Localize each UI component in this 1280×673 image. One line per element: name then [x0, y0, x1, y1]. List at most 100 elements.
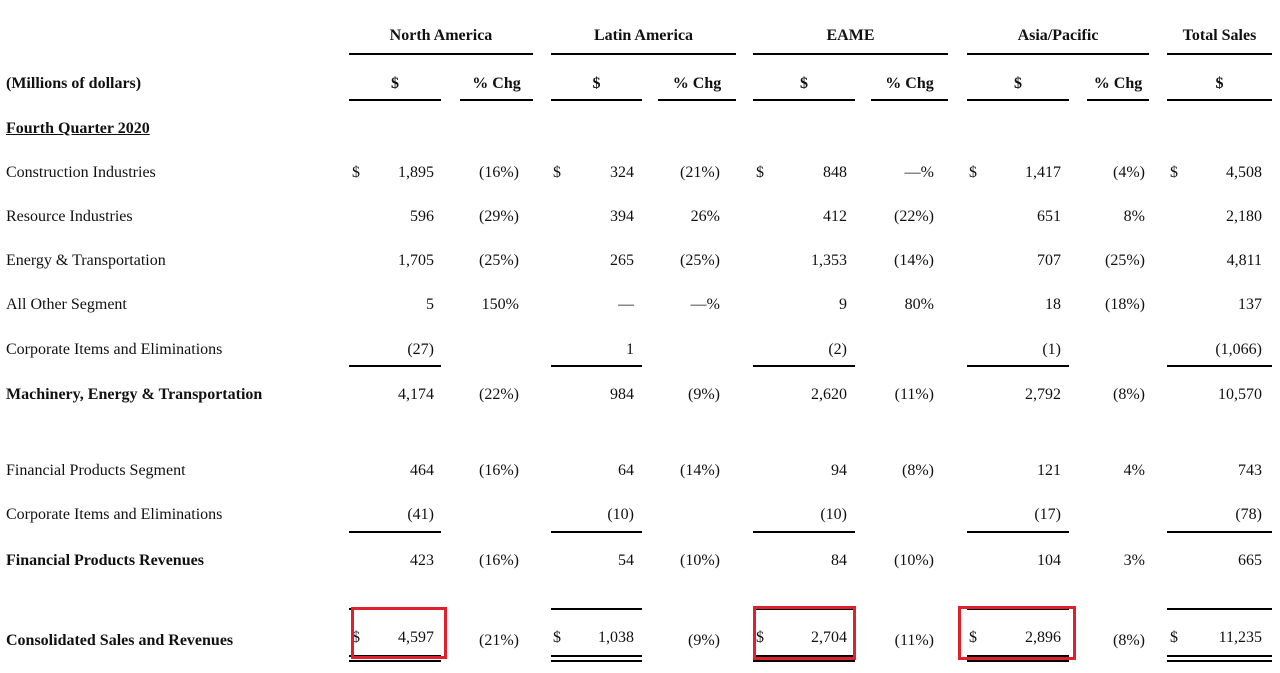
value-cell: (10) — [820, 506, 847, 523]
pct-change-cell: —% — [904, 164, 934, 181]
dollar-subheader: $ — [592, 75, 601, 92]
value-cell: 84 — [831, 552, 847, 569]
dollar-sign: $ — [969, 629, 977, 646]
value-cell: (2) — [828, 341, 847, 358]
subheader-rule — [871, 99, 948, 101]
subheader-rule — [1167, 99, 1272, 101]
value-cell: (78) — [1235, 506, 1262, 523]
value-cell: 64 — [618, 462, 634, 479]
section-label: Fourth Quarter 2020 — [6, 120, 150, 137]
subheader-rule — [551, 99, 642, 101]
dollar-subheader: $ — [800, 75, 808, 92]
value-cell: (10) — [607, 506, 634, 523]
double-rule — [1167, 655, 1272, 657]
row-label: All Other Segment — [6, 296, 127, 313]
double-rule — [349, 660, 441, 662]
subheader-rule — [460, 99, 533, 101]
pct-change-cell: (11%) — [894, 632, 934, 649]
value-cell: 423 — [410, 552, 434, 569]
double-rule — [967, 655, 1069, 657]
row-label: Resource Industries — [6, 208, 133, 225]
dollar-sign: $ — [553, 164, 561, 181]
row-label: Consolidated Sales and Revenues — [6, 632, 234, 649]
pct-change-cell: (16%) — [479, 164, 519, 181]
value-cell: 848 — [823, 164, 847, 181]
double-rule — [753, 655, 855, 657]
dollar-sign: $ — [553, 629, 561, 646]
pct-change-cell: (25%) — [479, 252, 519, 269]
row-label: Financial Products Segment — [6, 462, 186, 479]
subheader-rule — [658, 99, 736, 101]
pct-change-cell: (10%) — [680, 552, 720, 569]
region-header: North America — [389, 27, 493, 44]
value-cell: 9 — [839, 296, 847, 313]
subtotal-rule — [349, 365, 441, 367]
pct-change-cell: (9%) — [688, 632, 720, 649]
value-cell: 1,895 — [398, 164, 434, 181]
pct-change-cell: 26% — [690, 208, 720, 225]
subtotal-rule — [753, 531, 855, 533]
highlight-box — [351, 607, 447, 659]
subtotal-rule — [1167, 531, 1272, 533]
value-cell: (1) — [1042, 341, 1061, 358]
dollar-sign: $ — [352, 629, 360, 646]
pct-change-cell: (8%) — [1113, 632, 1145, 649]
pct-change-cell: (11%) — [894, 386, 934, 403]
pct-change-cell: 8% — [1123, 208, 1145, 225]
value-cell: 743 — [1238, 462, 1262, 479]
region-header-rule — [551, 53, 736, 55]
value-cell: 2,180 — [1226, 208, 1262, 225]
value-cell: (27) — [407, 341, 434, 358]
pct-change-cell: 4% — [1123, 462, 1145, 479]
value-cell: — — [618, 296, 634, 313]
value-cell: 11,235 — [1218, 629, 1262, 646]
pct-change-cell: (25%) — [1105, 252, 1145, 269]
row-label: Construction Industries — [6, 164, 156, 181]
dollar-sign: $ — [756, 629, 764, 646]
value-cell: 2,792 — [1025, 386, 1061, 403]
pct-change-cell: (16%) — [479, 552, 519, 569]
value-cell: 665 — [1238, 552, 1262, 569]
subtotal-rule — [1167, 365, 1272, 367]
double-rule — [551, 660, 642, 662]
value-cell: 4,597 — [398, 629, 434, 646]
value-cell: 651 — [1037, 208, 1061, 225]
value-cell: 4,174 — [398, 386, 434, 403]
value-cell: 1 — [626, 341, 634, 358]
pct-change-cell: (25%) — [680, 252, 720, 269]
total-top-rule — [1167, 608, 1272, 610]
value-cell: 707 — [1037, 252, 1061, 269]
value-cell: 1,353 — [811, 252, 847, 269]
dollar-sign: $ — [969, 164, 977, 181]
value-cell: 412 — [823, 208, 847, 225]
subtotal-rule — [753, 365, 855, 367]
double-rule — [1167, 660, 1272, 662]
subtotal-rule — [967, 531, 1069, 533]
subheader-rule — [349, 99, 441, 101]
region-header-rule — [753, 53, 948, 55]
value-cell: 2,896 — [1025, 629, 1061, 646]
pct-change-cell: (16%) — [479, 462, 519, 479]
double-rule — [551, 655, 642, 657]
subheader-rule — [753, 99, 855, 101]
region-header: Asia/Pacific — [1017, 27, 1099, 44]
region-header: Latin America — [593, 27, 694, 44]
pct-change-cell: (29%) — [479, 208, 519, 225]
subheader-rule — [1087, 99, 1149, 101]
subtotal-rule — [551, 531, 642, 533]
value-cell: 54 — [618, 552, 634, 569]
dollar-subheader: $ — [391, 75, 399, 92]
value-cell: 1,705 — [398, 252, 434, 269]
row-label: Corporate Items and Eliminations — [6, 341, 223, 358]
region-header-rule — [349, 53, 533, 55]
dollar-sign: $ — [1170, 164, 1178, 181]
pct-change-cell: (8%) — [902, 462, 934, 479]
total-top-rule — [967, 608, 1069, 610]
value-cell: 104 — [1037, 552, 1061, 569]
row-label: Machinery, Energy & Transportation — [6, 386, 263, 403]
subheader-rule — [967, 99, 1069, 101]
value-cell: 18 — [1045, 296, 1061, 313]
value-cell: 4,508 — [1226, 164, 1262, 181]
pct-change-subheader: % Chg — [472, 75, 521, 92]
